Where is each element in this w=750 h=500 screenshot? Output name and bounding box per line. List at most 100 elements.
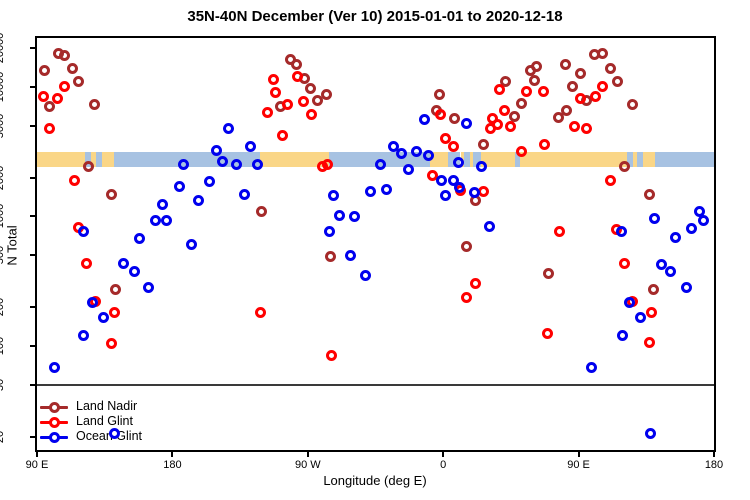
data-point-land-glint [281,99,293,111]
data-point-ocean-glint [585,362,597,374]
x-tick-mark [36,452,38,457]
data-point-land-nadir [552,112,564,124]
x-tick-label: 90 W [294,459,321,471]
data-point-land-glint [568,121,580,133]
data-point-ocean-glint [133,232,145,244]
data-point-ocean-glint [374,158,386,170]
data-point-land-glint [58,81,70,93]
map-band-land-segment [101,151,114,168]
data-point-ocean-glint [223,123,235,135]
y-tick-label: 50 [0,378,6,392]
data-point-ocean-glint [697,215,709,227]
data-point-land-glint [434,109,446,121]
data-point-ocean-glint [655,258,667,270]
data-point-ocean-glint [230,158,242,170]
data-point-ocean-glint [203,176,215,188]
data-point-land-nadir [574,67,586,79]
data-point-land-nadir [559,59,571,71]
x-tick-label: 180 [163,459,182,471]
data-point-land-glint [645,307,657,319]
data-point-ocean-glint [648,213,660,225]
data-point-ocean-glint [623,297,635,309]
data-point-ocean-glint [97,311,109,323]
data-point-land-nadir [515,97,527,109]
data-point-land-glint [515,145,527,157]
data-point-land-glint [254,307,266,319]
data-point-ocean-glint [177,159,189,171]
x-tick-mark [171,452,174,457]
data-point-ocean-glint [423,149,435,161]
data-point-land-nadir [38,65,50,77]
data-point-land-nadir [73,75,85,87]
data-point-ocean-glint [117,258,129,270]
map-band-ocean-segment [655,151,714,168]
data-point-land-nadir [110,283,122,295]
data-point-ocean-glint [344,249,356,261]
data-point-land-nadir [542,268,554,280]
data-point-land-glint [321,159,333,171]
data-point-land-glint [580,122,592,134]
data-point-land-glint [269,87,281,99]
data-point-land-nadir [477,139,489,151]
y-tick-mark [30,254,35,257]
map-band-land-segment [91,151,96,168]
map-band-land-segment [520,151,627,168]
map-band-ocean-segment [637,151,644,168]
data-point-land-nadir [88,99,100,111]
y-axis-label: N Total [4,225,20,266]
data-point-ocean-glint [364,185,376,197]
data-point-ocean-glint [244,141,256,153]
data-point-ocean-glint [418,114,430,126]
data-point-land-nadir [59,50,71,62]
data-point-ocean-glint [128,266,140,278]
y-tick-label: 20 [0,430,6,443]
x-axis-label: Longitude (deg E) [323,473,427,488]
data-point-land-glint [305,109,317,121]
data-point-land-glint [589,91,601,103]
data-point-land-nadir [604,62,616,74]
reference-line [37,383,714,386]
data-point-land-glint [537,86,549,98]
y-tick-mark [30,85,35,88]
map-band-land-segment [429,151,448,168]
y-tick-mark [30,124,35,127]
data-point-land-glint [108,307,120,319]
data-point-land-glint [261,106,273,118]
data-point-land-glint [538,138,550,150]
data-point-ocean-glint [327,190,339,202]
data-point-ocean-glint [460,118,472,130]
data-point-land-glint [493,84,505,96]
data-point-land-nadir [566,81,578,93]
data-point-land-glint [469,277,481,289]
data-point-land-glint [51,92,63,104]
legend-label: Land Nadir [76,399,138,413]
data-point-ocean-glint [644,428,656,440]
x-tick-mark [577,452,580,457]
data-point-land-nadir [508,111,520,123]
data-point-land-nadir [647,283,659,295]
y-tick-mark [30,215,35,218]
y-tick-mark [30,47,35,49]
data-point-land-nadir [618,160,630,172]
data-point-land-glint [520,85,532,97]
data-point-land-glint [541,328,553,340]
data-point-ocean-glint [395,148,407,160]
data-point-ocean-glint [149,215,161,227]
data-point-land-glint [643,336,655,348]
data-point-land-glint [447,140,459,152]
data-point-ocean-glint [403,164,415,176]
data-point-ocean-glint [238,189,250,201]
data-point-ocean-glint [484,220,496,232]
data-point-land-glint [276,129,288,141]
data-point-land-glint [604,174,616,186]
data-point-land-nadir [643,188,655,200]
map-band-land-segment [259,151,329,168]
data-point-ocean-glint [664,265,676,277]
data-point-land-glint [268,74,280,86]
data-point-ocean-glint [142,281,154,293]
data-point-land-glint [105,337,117,349]
y-tick-mark [30,383,35,386]
data-point-land-nadir [311,94,323,106]
x-tick-label: 180 [704,459,724,471]
